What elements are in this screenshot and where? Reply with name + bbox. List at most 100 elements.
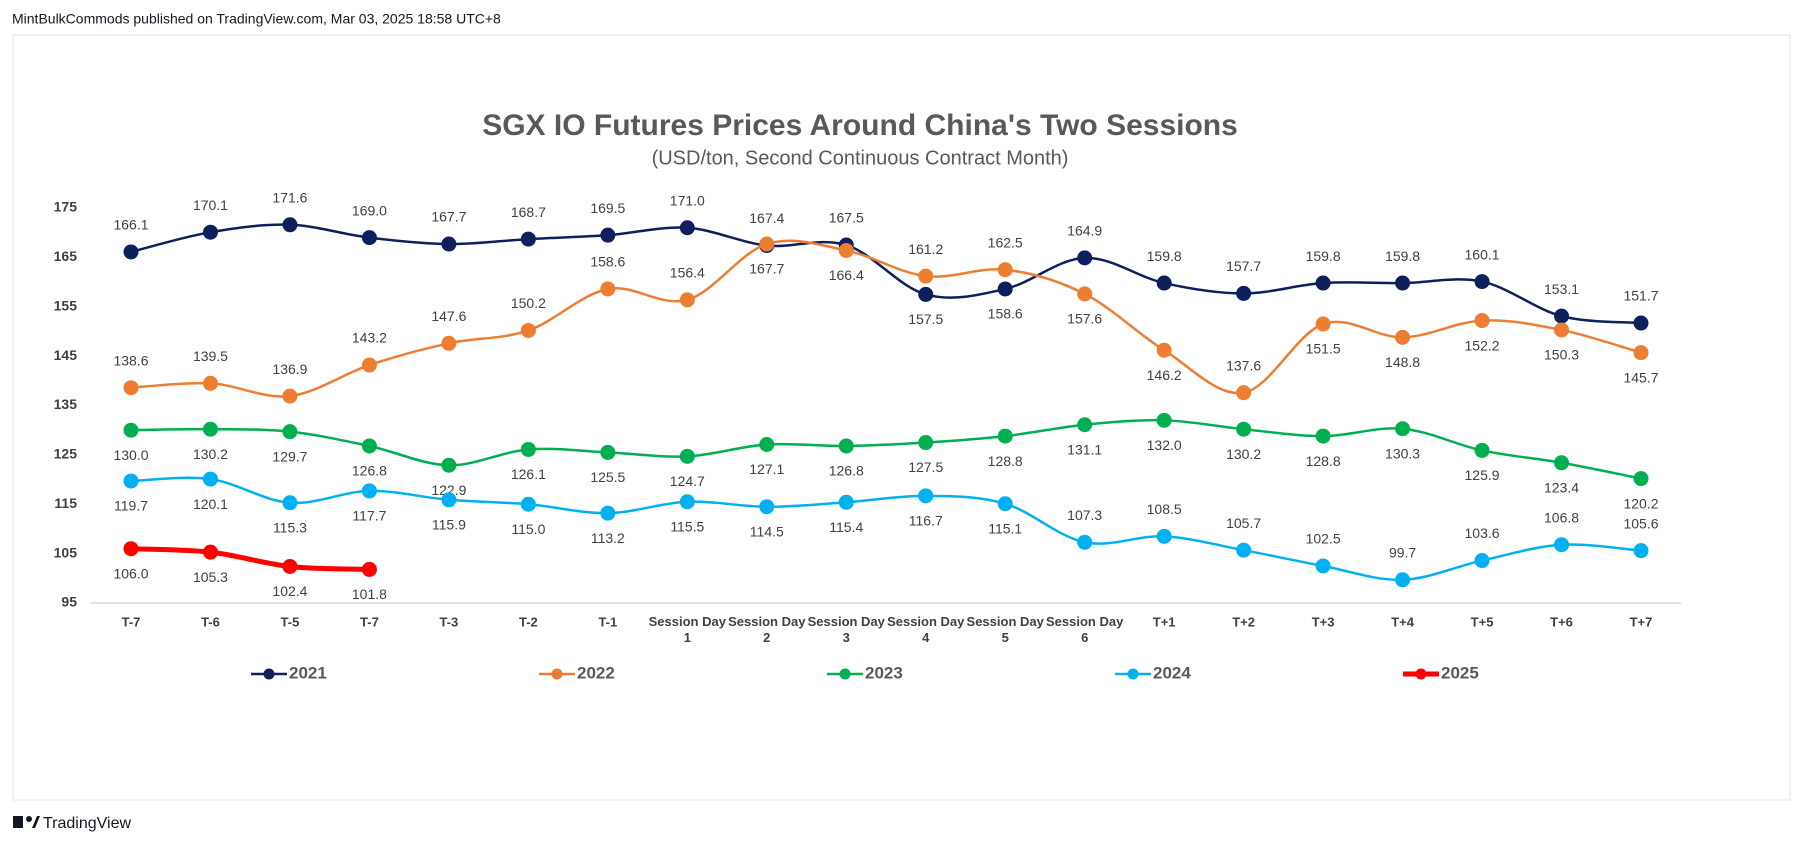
point xyxy=(1633,345,1649,361)
x-tick-label: T+7 xyxy=(1630,614,1653,629)
data-label: 117.7 xyxy=(352,508,386,524)
chart-title: SGX IO Futures Prices Around China's Two… xyxy=(482,109,1238,142)
point xyxy=(123,422,139,438)
data-label: 103.6 xyxy=(1465,525,1500,541)
data-label: 116.7 xyxy=(909,513,943,529)
data-label: 105.6 xyxy=(1623,515,1658,531)
point xyxy=(600,505,616,521)
data-label: 128.8 xyxy=(1306,453,1341,469)
data-label: 130.2 xyxy=(1226,446,1261,462)
point xyxy=(282,495,298,511)
data-label: 150.3 xyxy=(1544,347,1579,363)
point xyxy=(600,281,616,297)
data-label: 169.5 xyxy=(590,200,625,216)
point xyxy=(1315,558,1331,574)
data-label: 158.6 xyxy=(590,254,625,270)
data-label: 166.4 xyxy=(829,267,864,283)
point xyxy=(679,494,695,510)
point xyxy=(1474,442,1490,458)
data-label: 123.4 xyxy=(1544,479,1579,495)
point xyxy=(997,428,1013,444)
data-label: 167.5 xyxy=(829,210,864,226)
point xyxy=(918,435,934,451)
data-label: 157.6 xyxy=(1067,311,1102,327)
data-label: 156.4 xyxy=(670,265,705,281)
data-label: 159.8 xyxy=(1147,248,1182,264)
point xyxy=(1315,316,1331,332)
y-tick-label: 115 xyxy=(54,495,77,511)
point xyxy=(441,492,457,508)
point xyxy=(1474,553,1490,569)
point xyxy=(202,224,218,240)
data-label: 157.7 xyxy=(1226,258,1261,274)
data-label: 126.1 xyxy=(511,466,546,482)
legend-label: 2024 xyxy=(1153,663,1191,682)
point xyxy=(282,388,298,404)
point xyxy=(1633,315,1649,331)
data-label: 171.0 xyxy=(670,192,705,208)
data-label: 102.5 xyxy=(1306,531,1341,547)
data-label: 160.1 xyxy=(1465,246,1500,262)
x-tick-label: T-2 xyxy=(519,614,538,629)
point xyxy=(520,322,536,338)
data-label: 101.8 xyxy=(352,586,387,602)
data-label: 125.9 xyxy=(1465,467,1500,483)
data-label: 169.0 xyxy=(352,202,387,218)
data-label: 115.3 xyxy=(273,519,307,535)
data-label: 115.9 xyxy=(432,517,466,533)
data-label: 132.0 xyxy=(1147,437,1182,453)
data-label: 131.1 xyxy=(1067,441,1102,457)
data-label: 115.0 xyxy=(511,521,545,537)
legend-marker xyxy=(839,668,851,680)
data-label: 120.2 xyxy=(1623,495,1658,511)
point xyxy=(679,220,695,236)
x-tick-label: T+3 xyxy=(1312,614,1335,629)
data-label: 146.2 xyxy=(1147,367,1182,383)
point xyxy=(1315,428,1331,444)
data-label: 147.6 xyxy=(431,308,466,324)
point xyxy=(759,236,775,252)
point xyxy=(600,444,616,460)
point xyxy=(1554,537,1570,553)
data-label: 114.5 xyxy=(750,523,784,539)
legend-marker xyxy=(1127,668,1139,680)
data-label: 105.7 xyxy=(1226,515,1261,531)
point xyxy=(1474,274,1490,290)
data-label: 130.3 xyxy=(1385,445,1420,461)
legend-marker xyxy=(551,668,563,680)
data-label: 159.8 xyxy=(1306,248,1341,264)
data-label: 130.2 xyxy=(193,446,228,462)
point xyxy=(918,268,934,284)
point xyxy=(1554,322,1570,338)
point xyxy=(123,244,139,260)
point xyxy=(1395,421,1411,437)
data-label: 167.7 xyxy=(431,209,466,225)
point xyxy=(361,230,377,246)
data-label: 126.8 xyxy=(352,463,387,479)
data-label: 137.6 xyxy=(1226,357,1261,373)
chart-subtitle: (USD/ton, Second Continuous Contract Mon… xyxy=(652,147,1069,169)
point xyxy=(202,471,218,487)
point xyxy=(1474,313,1490,329)
x-tick-label: T-6 xyxy=(201,614,220,629)
point xyxy=(918,286,934,302)
data-label: 128.8 xyxy=(988,453,1023,469)
point xyxy=(520,231,536,247)
data-label: 159.8 xyxy=(1385,248,1420,264)
data-label: 157.5 xyxy=(908,311,943,327)
point xyxy=(123,473,139,489)
x-tick-label: T+4 xyxy=(1391,614,1415,629)
point xyxy=(1633,543,1649,559)
y-tick-label: 95 xyxy=(61,594,77,610)
point xyxy=(1236,385,1252,401)
point xyxy=(1395,329,1411,345)
x-tick-label: T-3 xyxy=(439,614,458,629)
point xyxy=(997,262,1013,278)
data-label: 166.1 xyxy=(113,217,148,233)
point xyxy=(282,424,298,440)
data-label: 138.6 xyxy=(113,352,148,368)
data-label: 167.4 xyxy=(749,210,784,226)
x-tick-label: Session Day 3 xyxy=(808,614,886,645)
data-label: 158.6 xyxy=(988,306,1023,322)
